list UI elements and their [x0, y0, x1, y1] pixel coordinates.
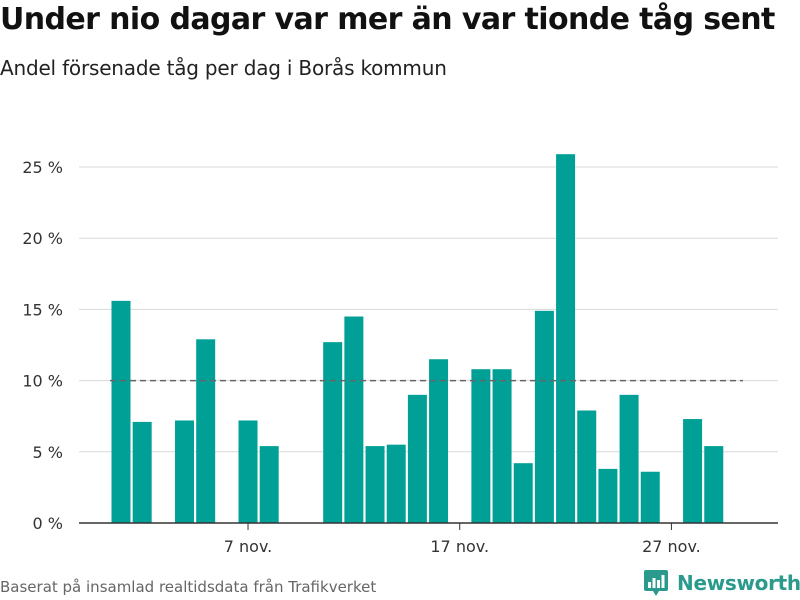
- source-note: Baserat på insamlad realtidsdata från Tr…: [0, 578, 377, 596]
- bar: [196, 339, 216, 523]
- bar: [111, 300, 131, 523]
- x-axis: 7 nov. 17 nov. 27 nov.: [79, 522, 778, 556]
- bar: [704, 446, 724, 523]
- x-tick-label: 17 nov.: [430, 537, 489, 556]
- bar: [386, 444, 406, 523]
- bar: [132, 421, 152, 523]
- y-tick-label: 0 %: [33, 514, 63, 533]
- y-tick-label: 5 %: [33, 443, 63, 462]
- x-tick-label: 7 nov.: [224, 537, 273, 556]
- bar: [259, 446, 279, 523]
- bar: [429, 359, 449, 523]
- bar: [344, 316, 364, 523]
- y-axis-labels: 0 % 5 % 10 % 15 % 20 % 25 %: [22, 158, 63, 533]
- x-tick-label: 27 nov.: [642, 537, 701, 556]
- bar: [556, 154, 576, 523]
- bar: [598, 468, 618, 523]
- bars: [111, 154, 724, 523]
- chart-subtitle: Andel försenade tåg per dag i Borås komm…: [0, 56, 447, 80]
- bar: [513, 463, 533, 523]
- bar: [238, 420, 258, 523]
- gridlines: [79, 166, 778, 453]
- bar: [492, 369, 512, 523]
- bar: [365, 446, 385, 523]
- y-tick-label: 25 %: [22, 158, 63, 177]
- brand-logo[interactable]: Newsworthy: [643, 569, 800, 597]
- bar: [683, 419, 703, 523]
- bar: [640, 471, 660, 523]
- bar: [577, 410, 597, 523]
- y-tick-label: 15 %: [22, 300, 63, 319]
- y-tick-label: 20 %: [22, 229, 63, 248]
- bar: [471, 369, 491, 523]
- y-tick-label: 10 %: [22, 372, 63, 391]
- bar-chart-icon: [644, 570, 668, 596]
- chart-title: Under nio dagar var mer än var tionde tå…: [0, 2, 775, 37]
- bar: [534, 310, 554, 523]
- brand-name: Newsworthy: [677, 571, 800, 595]
- bar: [323, 342, 343, 523]
- bar: [407, 394, 427, 523]
- bar: [619, 394, 639, 523]
- bar: [175, 420, 195, 523]
